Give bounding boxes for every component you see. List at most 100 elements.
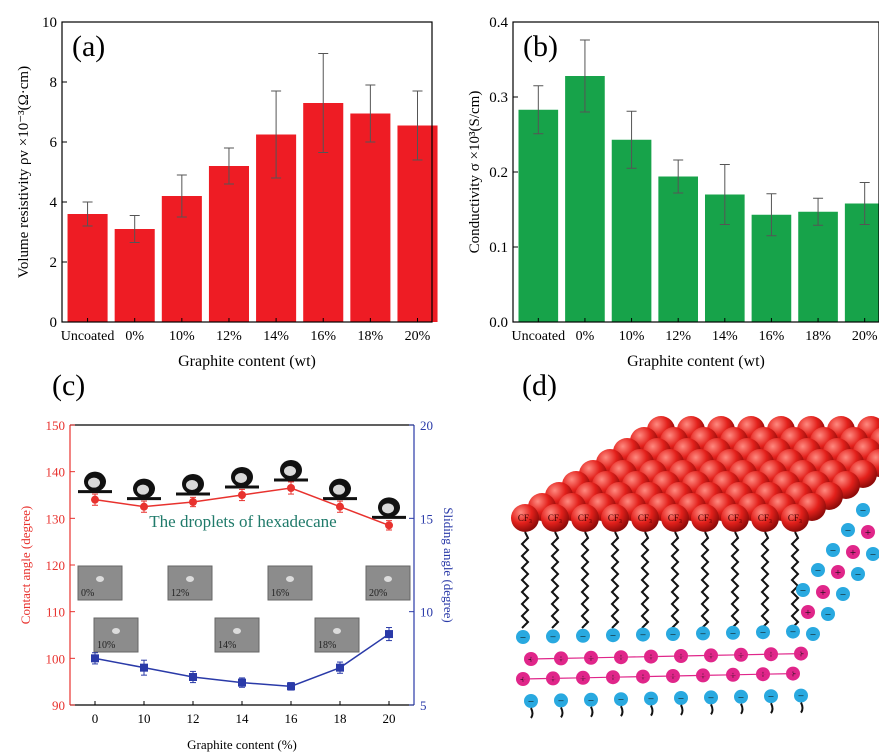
anion-bead bbox=[856, 503, 870, 517]
sample-photo-label: 12% bbox=[171, 588, 189, 599]
anion-bead bbox=[811, 563, 825, 577]
sample-photo-label: 10% bbox=[97, 640, 115, 651]
anion-bead bbox=[666, 627, 680, 641]
anion-bead bbox=[796, 583, 810, 597]
panel-label: (b) bbox=[523, 30, 558, 63]
bar bbox=[798, 211, 838, 322]
plus-sign: + bbox=[618, 652, 624, 664]
panel-c-line-chart: 90 100 110 120 130 140 150 5 10 15 20 0 10 12 14 16 18 20… bbox=[18, 369, 456, 752]
alkyl-chain bbox=[760, 531, 770, 629]
cf3-label: CF₃ bbox=[638, 513, 652, 523]
sample-photo bbox=[267, 565, 313, 601]
droplet-highlight bbox=[333, 484, 345, 495]
cation-bead bbox=[831, 565, 845, 579]
ion-tail bbox=[680, 704, 684, 716]
minus-sign: − bbox=[825, 609, 831, 621]
plus-sign: + bbox=[678, 651, 684, 663]
minus-sign: − bbox=[830, 545, 836, 557]
alkyl-chain bbox=[790, 531, 800, 629]
ion-tail bbox=[590, 706, 594, 718]
minus-sign: − bbox=[870, 549, 876, 561]
cf3-label: CF₃ bbox=[758, 513, 772, 523]
sample-photo-label: 18% bbox=[318, 640, 336, 651]
minus-sign: − bbox=[840, 589, 846, 601]
plus-sign: + bbox=[528, 654, 534, 666]
x-tick-label: 14 bbox=[236, 711, 250, 726]
x-tick-label: 10% bbox=[619, 329, 645, 344]
y-left-tick-label: 90 bbox=[52, 698, 65, 713]
minus-sign: − bbox=[558, 695, 564, 707]
plus-sign: + bbox=[558, 653, 564, 665]
y-left-tick-label: 120 bbox=[46, 558, 66, 573]
cation-bead bbox=[846, 545, 860, 559]
data-point bbox=[238, 491, 246, 499]
y-tick-label: 0.2 bbox=[489, 165, 508, 181]
droplet-highlight bbox=[382, 503, 394, 514]
cf3-sphere bbox=[571, 504, 599, 532]
plus-sign: + bbox=[670, 671, 676, 683]
bar bbox=[114, 229, 155, 322]
cf3-label: CF₃ bbox=[578, 513, 592, 523]
alkyl-chain bbox=[700, 531, 710, 629]
plus-sign: + bbox=[708, 650, 714, 662]
y-tick-label: 0.3 bbox=[489, 90, 508, 106]
y-tick-label: 0.0 bbox=[489, 315, 508, 331]
plus-sign: + bbox=[700, 670, 706, 682]
y-right-tick-label: 20 bbox=[420, 418, 433, 433]
anion-bead bbox=[851, 567, 865, 581]
y-left-tick-label: 150 bbox=[46, 418, 66, 433]
minus-sign: − bbox=[800, 585, 806, 597]
anion-bead bbox=[821, 607, 835, 621]
data-point bbox=[91, 495, 99, 504]
anion-bead bbox=[524, 694, 538, 708]
x-tick-label: 14% bbox=[712, 329, 738, 344]
minus-sign: − bbox=[815, 565, 821, 577]
minus-sign: − bbox=[790, 627, 796, 639]
minus-sign: − bbox=[730, 628, 736, 640]
cf3-sphere bbox=[511, 504, 539, 532]
cf3-sphere bbox=[721, 504, 749, 532]
anion-bead bbox=[516, 630, 530, 644]
plus-sign: + bbox=[760, 669, 766, 681]
plus-sign: + bbox=[588, 653, 594, 665]
sample-photo bbox=[314, 617, 360, 653]
x-axis-label: Graphite content (%) bbox=[187, 737, 297, 752]
x-tick-label: Uncoated bbox=[61, 329, 115, 344]
y-right-tick-label: 10 bbox=[420, 605, 433, 620]
cf3-sphere bbox=[601, 504, 629, 532]
anion-bead bbox=[756, 625, 770, 640]
cation-bead bbox=[861, 525, 875, 539]
cf3-sphere bbox=[541, 504, 569, 532]
sample-photo bbox=[167, 565, 213, 601]
anion-bead bbox=[806, 627, 820, 641]
cf3-sphere bbox=[631, 504, 659, 532]
cf3-label: CF₃ bbox=[698, 513, 712, 523]
x-tick-label: 16% bbox=[759, 329, 785, 344]
minus-sign: − bbox=[810, 629, 816, 641]
ion-tail bbox=[560, 706, 564, 718]
anion-bead bbox=[614, 692, 628, 707]
x-tick-label: 12% bbox=[216, 329, 242, 344]
data-point bbox=[140, 663, 148, 672]
bar bbox=[67, 214, 108, 322]
plus-sign: + bbox=[640, 672, 646, 684]
bar bbox=[518, 109, 559, 322]
alkyl-chain bbox=[640, 531, 650, 629]
anion-bead bbox=[554, 693, 568, 708]
y-right-tick-label: 5 bbox=[420, 698, 427, 713]
x-tick-label: 18% bbox=[358, 329, 384, 344]
ion-tail bbox=[770, 702, 774, 714]
minus-sign: − bbox=[700, 628, 706, 640]
x-axis-label: Graphite content (wt) bbox=[178, 353, 316, 370]
ion-tail bbox=[710, 703, 714, 715]
ion-tail bbox=[740, 703, 744, 715]
bar bbox=[350, 113, 391, 322]
cf3-sphere bbox=[781, 504, 809, 532]
alkyl-chain bbox=[730, 531, 740, 629]
cf3-label: CF₃ bbox=[728, 513, 742, 523]
minus-sign: − bbox=[520, 632, 526, 644]
annotation: The droplets of hexadecane bbox=[149, 512, 336, 531]
plus-sign: + bbox=[790, 669, 796, 681]
y-tick-label: 8 bbox=[50, 75, 58, 91]
sample-droplet bbox=[384, 576, 392, 582]
